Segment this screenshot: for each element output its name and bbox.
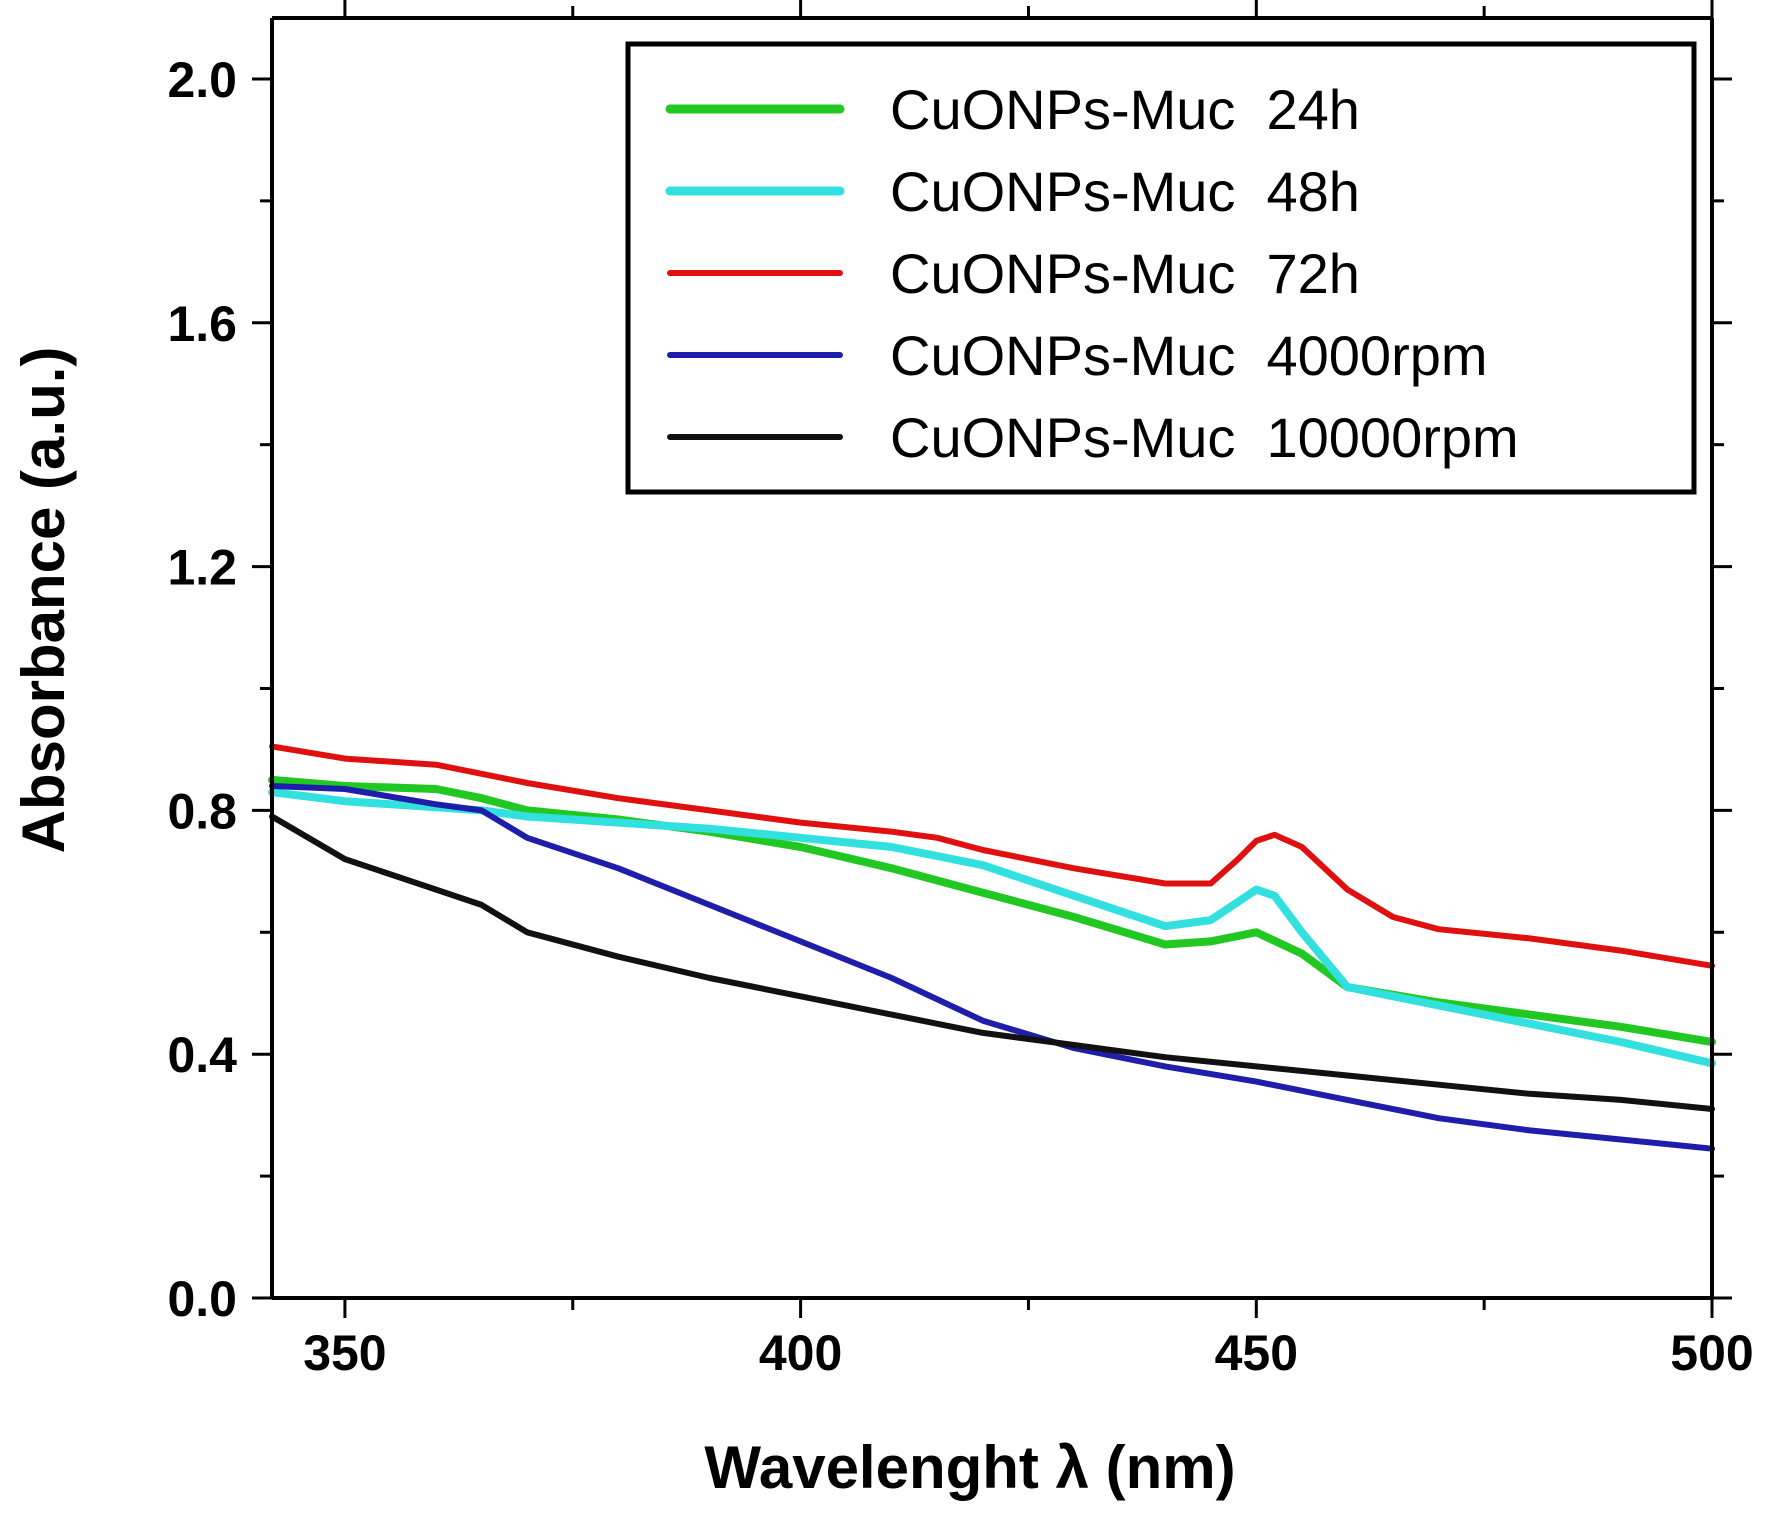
series-group [268,743,1716,1152]
x-axis-title: Wavelenght λ (nm) [704,1434,1235,1501]
legend-label-1: CuONPs-Muc 24h [890,78,1360,141]
y-tick-label: 1.2 [167,540,237,596]
y-axis-title: Absorbance (a.u.) [10,347,77,854]
y-tick-label: 1.6 [167,296,237,352]
x-tick-label: 350 [303,1325,386,1381]
legend-label-5: CuONPs-Muc 10000rpm [890,406,1519,469]
legend-label-4: CuONPs-Muc 4000rpm [890,324,1488,387]
series-line-5 [269,813,1715,1112]
y-tick-label: 0.8 [167,783,237,839]
series-line-4 [269,783,1715,1152]
series-line-3 [269,743,1715,969]
x-tick-label: 500 [1670,1325,1753,1381]
ticks-group: 0.0 0.4 0.8 1.2 1.6 2.0 350 400 450 500 [167,0,1754,1381]
series-line-2 [268,788,1716,1068]
y-tick-label: 2.0 [167,52,237,108]
y-tick-label: 0.4 [167,1027,237,1083]
x-tick-label: 450 [1215,1325,1298,1381]
legend-label-3: CuONPs-Muc 72h [890,242,1360,305]
legend-label-2: CuONPs-Muc 48h [890,160,1360,223]
axes-group [270,16,1714,1300]
x-tick-label: 400 [759,1325,842,1381]
legend-box [625,41,1697,495]
y-tick-label: 0.0 [167,1271,237,1327]
legend: CuONPs-Muc 24h CuONPs-Muc 48h CuONPs-Muc 7… [625,41,1697,495]
